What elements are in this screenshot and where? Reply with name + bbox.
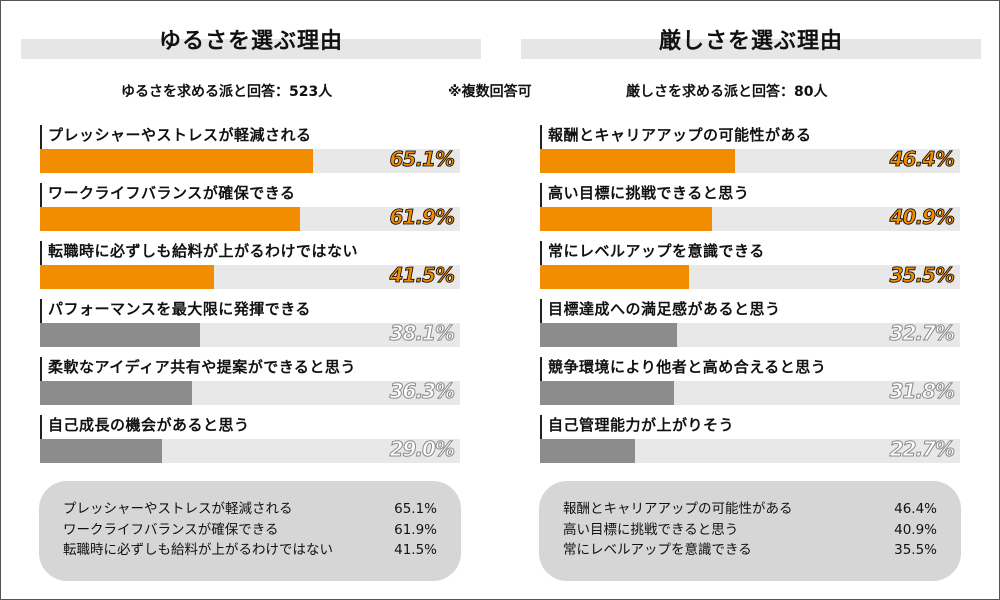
bar-track <box>40 265 460 289</box>
bar <box>40 207 300 231</box>
summary-row: プレッシャーやストレスが軽減される 65.1% <box>63 499 437 520</box>
summary-label: 転職時に必ずしも給料が上がるわけではない <box>63 542 333 558</box>
left-panel-title: ゆるさを選ぶ理由 <box>158 29 343 54</box>
summary-label: ワークライフバランスが確保できる <box>63 521 279 538</box>
summary-label: 高い目標に挑戦できると思う <box>563 521 739 538</box>
bar <box>540 149 735 173</box>
summary-value: 65.1% <box>394 501 437 517</box>
right-bar-chart: 報酬とキャリアアップの可能性がある 46.4% 高い目標に挑戦できると思う 40.9%… <box>540 121 960 469</box>
bar-row: 報酬とキャリアアップの可能性がある 46.4% <box>540 121 960 179</box>
right-respondent-count: 厳しさを求める派と回答：80人 <box>626 84 828 100</box>
bar-row: 自己管理能力が上がりそう 22.7% <box>540 411 960 469</box>
bar-value-label: 36.3% <box>389 379 455 404</box>
bar-track <box>40 149 460 173</box>
summary-value: 61.9% <box>394 521 437 538</box>
bar-value-label: 29.0% <box>389 437 455 462</box>
bar <box>540 265 690 289</box>
right-title-band <box>521 39 981 59</box>
left-respondent-count: ゆるさを求める派と回答：523人 <box>121 84 333 100</box>
summary-label: 常にレベルアップを意識できる <box>563 542 752 558</box>
bar-value-label: 38.1% <box>389 321 455 346</box>
bar-row: 目標達成への満足感があると思う 32.7% <box>540 295 960 353</box>
bar <box>540 381 674 405</box>
left-bar-chart: プレッシャーやストレスが軽減される 65.1% ワークライフバランスが確保できる 61… <box>40 121 460 469</box>
bar-label: 目標達成への満足感があると思う <box>548 300 781 318</box>
summary-row: 高い目標に挑戦できると思う 40.9% <box>563 520 937 541</box>
bar-track <box>540 265 960 289</box>
bar-label: 自己成長の機会があると思う <box>48 416 250 434</box>
right-summary-box: 報酬とキャリアアップの可能性がある 46.4% 高い目標に挑戦できると思う 40.9%… <box>539 481 961 581</box>
bar-value-label: 41.5% <box>389 263 455 288</box>
bar-label: 転職時に必ずしも給料が上がるわけではない <box>48 242 359 260</box>
bar-label: ワークライフバランスが確保できる <box>48 184 296 202</box>
bar-row: 常にレベルアップを意識できる 35.5% <box>540 237 960 295</box>
bar-track <box>40 439 460 463</box>
bar-row: ワークライフバランスが確保できる 61.9% <box>40 179 460 237</box>
bar-label: プレッシャーやストレスが軽減される <box>48 126 312 144</box>
multiple-answer-note: ※複数回答可 <box>448 84 532 100</box>
bar-track <box>540 323 960 347</box>
bar <box>40 439 162 463</box>
bar <box>40 381 193 405</box>
bar-value-label: 32.7% <box>889 321 955 346</box>
summary-value: 35.5% <box>894 542 937 558</box>
summary-value: 40.9% <box>894 521 937 538</box>
bar-value-label: 46.4% <box>889 147 955 172</box>
bar-value-label: 40.9% <box>889 205 955 230</box>
bar-value-label: 35.5% <box>889 263 955 288</box>
summary-value: 41.5% <box>394 542 437 558</box>
bar <box>40 265 215 289</box>
bar <box>540 323 678 347</box>
left-title-band <box>21 39 481 59</box>
bar-track <box>540 207 960 231</box>
bar-value-label: 65.1% <box>389 147 455 172</box>
summary-row: 報酬とキャリアアップの可能性がある 46.4% <box>563 499 937 520</box>
bar-label: 高い目標に挑戦できると思う <box>548 184 750 202</box>
bar-track <box>540 149 960 173</box>
bar-row: 競争環境により他者と高め合えると思う 31.8% <box>540 353 960 411</box>
bar <box>40 149 314 173</box>
bar-track <box>40 323 460 347</box>
bar-label: 常にレベルアップを意識できる <box>548 242 765 260</box>
bar <box>40 323 201 347</box>
bar-value-label: 31.8% <box>889 379 955 404</box>
summary-row: ワークライフバランスが確保できる 61.9% <box>63 520 437 541</box>
bar-row: 転職時に必ずしも給料が上がるわけではない 41.5% <box>40 237 460 295</box>
bar-label: 柔軟なアイディア共有や提案ができると思う <box>48 358 356 376</box>
bar-track <box>40 207 460 231</box>
bar-label: 自己管理能力が上がりそう <box>548 416 735 434</box>
bar-track <box>540 381 960 405</box>
bar-track <box>40 381 460 405</box>
bar-row: 高い目標に挑戦できると思う 40.9% <box>540 179 960 237</box>
bar-label: 報酬とキャリアアップの可能性がある <box>548 126 812 144</box>
left-summary-box: プレッシャーやストレスが軽減される 65.1% ワークライフバランスが確保できる 61… <box>39 481 461 581</box>
summary-label: 報酬とキャリアアップの可能性がある <box>563 501 793 517</box>
bar-value-label: 22.7% <box>889 437 955 462</box>
bar-row: パフォーマンスを最大限に発揮できる 38.1% <box>40 295 460 353</box>
summary-label: プレッシャーやストレスが軽減される <box>63 501 293 517</box>
summary-row: 常にレベルアップを意識できる 35.5% <box>563 540 937 561</box>
bar <box>540 439 636 463</box>
bar-row: 自己成長の機会があると思う 29.0% <box>40 411 460 469</box>
bar-value-label: 61.9% <box>389 205 455 230</box>
bar-row: 柔軟なアイディア共有や提案ができると思う 36.3% <box>40 353 460 411</box>
right-panel-title: 厳しさを選ぶ理由 <box>658 29 843 54</box>
summary-value: 46.4% <box>894 501 937 517</box>
bar <box>540 207 712 231</box>
bar-track <box>540 439 960 463</box>
bar-label: 競争環境により他者と高め合えると思う <box>548 358 827 376</box>
bar-row: プレッシャーやストレスが軽減される 65.1% <box>40 121 460 179</box>
bar-label: パフォーマンスを最大限に発揮できる <box>48 300 311 318</box>
summary-row: 転職時に必ずしも給料が上がるわけではない 41.5% <box>63 540 437 561</box>
